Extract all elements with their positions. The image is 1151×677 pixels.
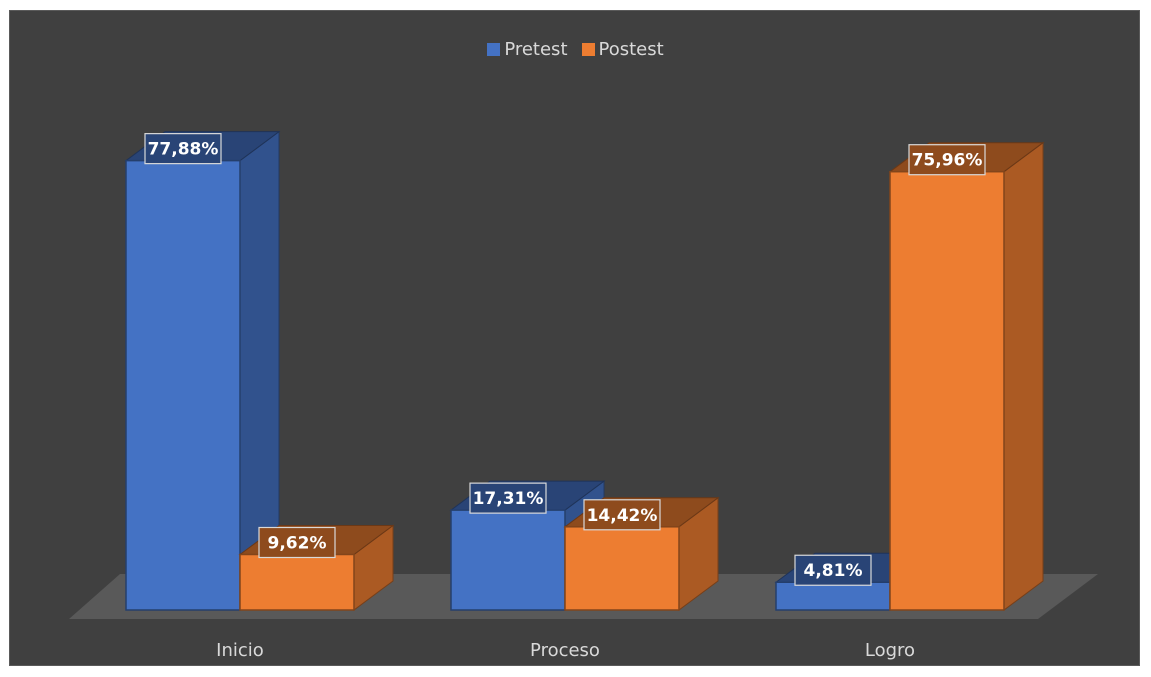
data-label-pretest-logro: 4,81% bbox=[794, 554, 872, 586]
bar-postest-logro bbox=[888, 141, 1045, 611]
legend-item-pretest: Pretest bbox=[487, 39, 568, 60]
data-label-text: 14,42% bbox=[587, 506, 658, 526]
bar-front bbox=[775, 581, 891, 611]
legend-label-pretest: Pretest bbox=[504, 39, 568, 60]
data-label-text: 4,81% bbox=[804, 561, 863, 581]
legend-swatch-postest bbox=[581, 43, 595, 56]
bar-pretest-inicio bbox=[124, 130, 281, 611]
bar-front bbox=[889, 170, 1005, 611]
data-label-text: 9,62% bbox=[268, 533, 327, 553]
category-label-inicio: Inicio bbox=[216, 640, 264, 661]
data-label-box bbox=[794, 554, 872, 586]
data-label-text: 77,88% bbox=[148, 140, 219, 160]
data-label-text: 75,96% bbox=[912, 151, 983, 171]
data-label-box bbox=[469, 482, 547, 514]
category-label-proceso: Proceso bbox=[530, 640, 600, 661]
bar-front bbox=[564, 526, 680, 611]
bar-front bbox=[125, 159, 241, 611]
data-label-postest-logro: 75,96% bbox=[908, 144, 986, 176]
bar-front bbox=[450, 509, 566, 611]
legend-label-postest: Postest bbox=[598, 39, 664, 60]
chart-area: Pretest Postest 77,88% 9,62% 17,31% 14,42% 4… bbox=[9, 10, 1140, 666]
legend: Pretest Postest bbox=[10, 39, 1141, 60]
data-label-text: 17,31% bbox=[473, 489, 544, 509]
data-label-postest-proceso: 14,42% bbox=[583, 499, 661, 531]
data-label-pretest-inicio: 77,88% bbox=[144, 133, 222, 165]
plot-svg: 77,88% 9,62% 17,31% 14,42% 4,81% 75,96% Inicio… bbox=[69, 130, 1098, 661]
data-label-box bbox=[258, 526, 336, 559]
bar-side bbox=[1003, 141, 1044, 611]
bar-postest-proceso bbox=[563, 496, 720, 611]
data-label-postest-inicio: 9,62% bbox=[258, 526, 336, 559]
data-label-box bbox=[144, 133, 222, 165]
data-label-pretest-proceso: 17,31% bbox=[469, 482, 547, 514]
category-label-logro: Logro bbox=[865, 640, 915, 661]
legend-swatch-pretest bbox=[487, 43, 501, 56]
data-label-box bbox=[908, 144, 986, 176]
bar-front bbox=[239, 553, 355, 611]
data-label-box bbox=[583, 499, 661, 531]
legend-item-postest: Postest bbox=[581, 39, 664, 60]
